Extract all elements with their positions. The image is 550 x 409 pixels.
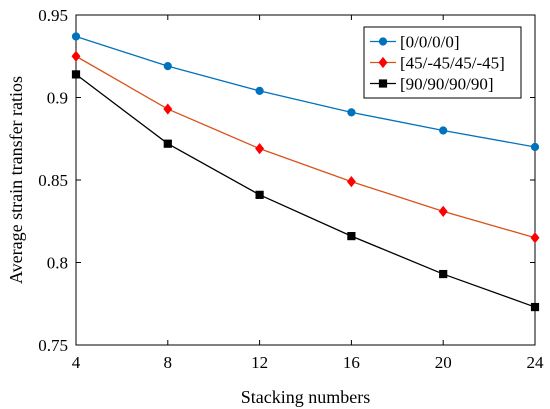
- x-tick-label: 8: [164, 353, 173, 372]
- series-1: [71, 50, 540, 244]
- data-point: [163, 62, 172, 71]
- legend: [0/0/0/0] [45/-45/45/-45] [90/90/90/90]: [363, 26, 522, 99]
- data-point: [347, 232, 356, 241]
- x-tick-label: 16: [343, 353, 360, 372]
- legend-label: [90/90/90/90]: [400, 75, 494, 94]
- legend-label: [0/0/0/0]: [400, 33, 460, 52]
- series-2: [71, 70, 540, 312]
- legend-marker: [378, 79, 388, 88]
- legend-item: [90/90/90/90]: [370, 75, 494, 94]
- data-point: [255, 143, 265, 155]
- data-point: [438, 205, 448, 217]
- data-point: [439, 269, 448, 279]
- y-tick-label: 0.85: [38, 171, 68, 190]
- y-tick-label: 0.8: [47, 254, 68, 273]
- legend-item: [0/0/0/0]: [370, 33, 460, 52]
- y-tick-label: 0.95: [38, 6, 68, 25]
- legend-marker: [378, 56, 388, 69]
- data-point: [530, 232, 540, 244]
- data-point: [71, 32, 81, 41]
- y-axis-title: Average strain transfer ratios: [6, 76, 26, 284]
- series-line: [75, 55, 536, 239]
- data-point: [71, 70, 81, 79]
- data-point: [255, 190, 264, 199]
- data-point: [439, 126, 448, 135]
- legend-label: [45/-45/45/-45]: [400, 54, 505, 73]
- data-point: [255, 86, 264, 96]
- x-tick-label: 24: [527, 353, 545, 372]
- y-tick-label: 0.75: [38, 336, 68, 355]
- series-0: [71, 32, 540, 152]
- data-point: [71, 50, 81, 62]
- y-tick-label: 0.9: [47, 89, 68, 108]
- legend-marker: [378, 37, 388, 46]
- series-line: [75, 35, 536, 148]
- series-layer: [71, 32, 540, 312]
- x-tick-label: 4: [72, 353, 81, 372]
- x-axis-title: Stacking numbers: [241, 387, 370, 407]
- legend-item: [45/-45/45/-45]: [370, 54, 505, 73]
- series-line: [75, 73, 536, 308]
- x-tick-label: 20: [435, 353, 452, 372]
- data-point: [530, 142, 540, 152]
- data-point: [163, 139, 172, 148]
- axes-layer: 4 8 12 16 20 24 0.75 0.8 0.85 0.9 0.95: [38, 6, 544, 372]
- data-point: [163, 103, 173, 115]
- data-point: [346, 176, 356, 188]
- data-point: [347, 108, 356, 117]
- x-tick-label: 12: [251, 353, 268, 372]
- data-point: [530, 302, 540, 312]
